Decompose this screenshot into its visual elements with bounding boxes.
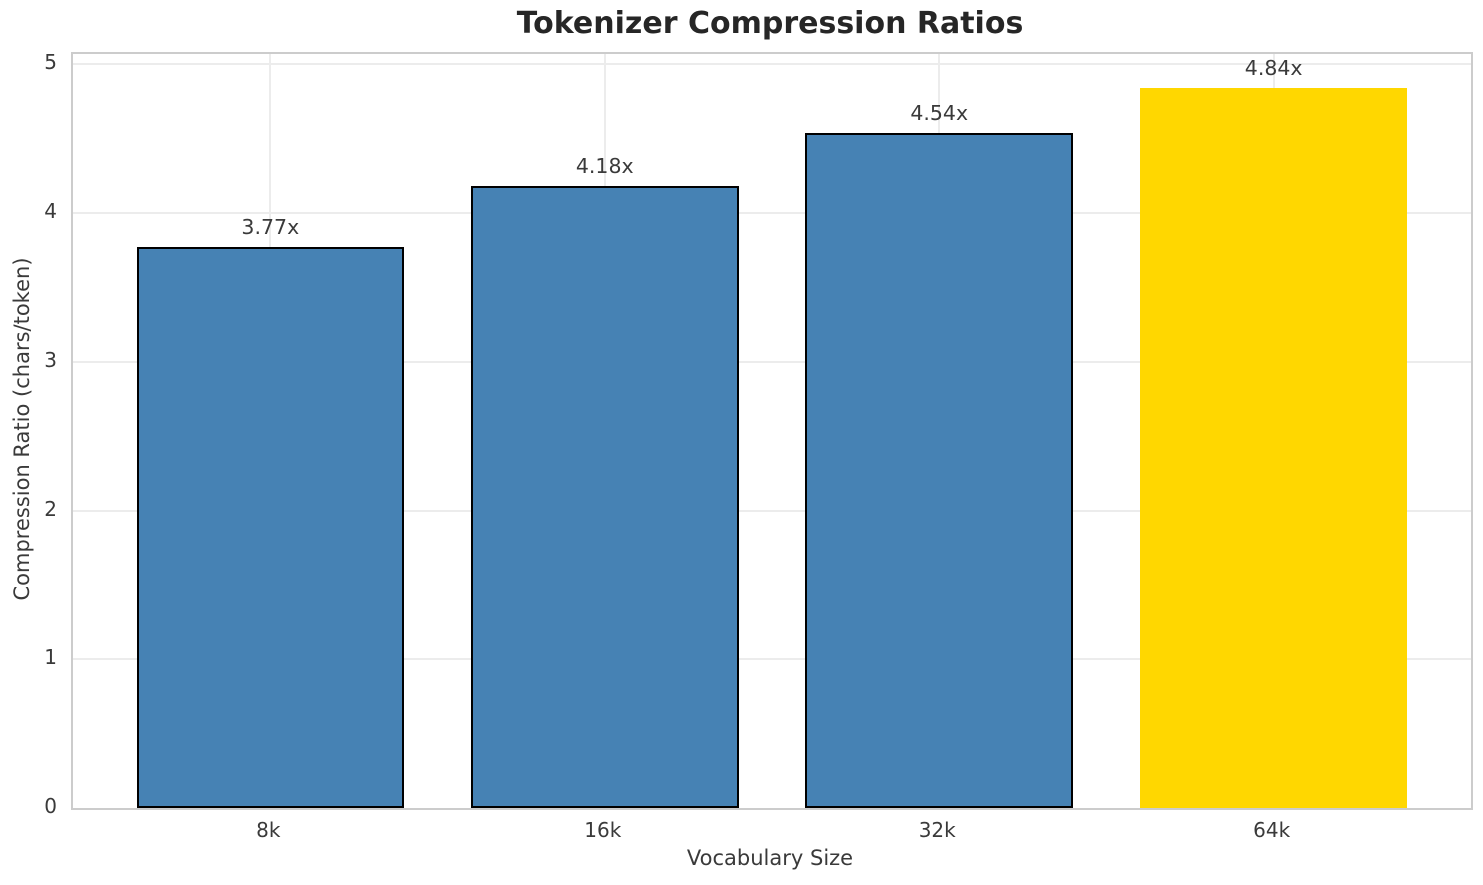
y-gridline-5 — [73, 63, 1471, 66]
y-tick-label-3: 3 — [44, 347, 57, 372]
x-axis-label: Vocabulary Size — [686, 846, 854, 870]
plot-area: 3.77x 4.18x 4.54x 4.84x — [71, 52, 1473, 810]
bar-value-label-64k: 4.84x — [1244, 56, 1303, 81]
y-gridline-2 — [73, 509, 1471, 512]
y-gridline-1 — [73, 658, 1471, 661]
bar-16k — [470, 186, 739, 808]
y-tick-label-1: 1 — [44, 645, 57, 670]
y-tick-label-2: 2 — [44, 496, 57, 521]
y-tick-label-0: 0 — [44, 794, 57, 818]
bar-32k — [805, 132, 1073, 808]
x-tick-label-64k: 64k — [1253, 818, 1291, 842]
bar-value-label-32k: 4.54x — [910, 100, 969, 125]
x-tick-label-8k: 8k — [256, 818, 281, 842]
x-tick-label-16k: 16k — [584, 818, 622, 842]
y-tick-label-4: 4 — [44, 199, 57, 224]
y-gridline-3 — [73, 360, 1471, 363]
bar-8k — [136, 247, 405, 808]
x-tick-label-32k: 32k — [918, 818, 956, 842]
chart-title: Tokenizer Compression Ratios — [516, 6, 1024, 41]
y-axis-label: Compression Ratio (chars/token) — [10, 257, 34, 601]
bar-value-label-16k: 4.18x — [575, 154, 634, 179]
y-gridline-4 — [73, 212, 1471, 215]
bar-value-label-8k: 3.77x — [241, 215, 300, 240]
bar-64k — [1139, 88, 1408, 808]
y-tick-label-5: 5 — [44, 50, 57, 75]
